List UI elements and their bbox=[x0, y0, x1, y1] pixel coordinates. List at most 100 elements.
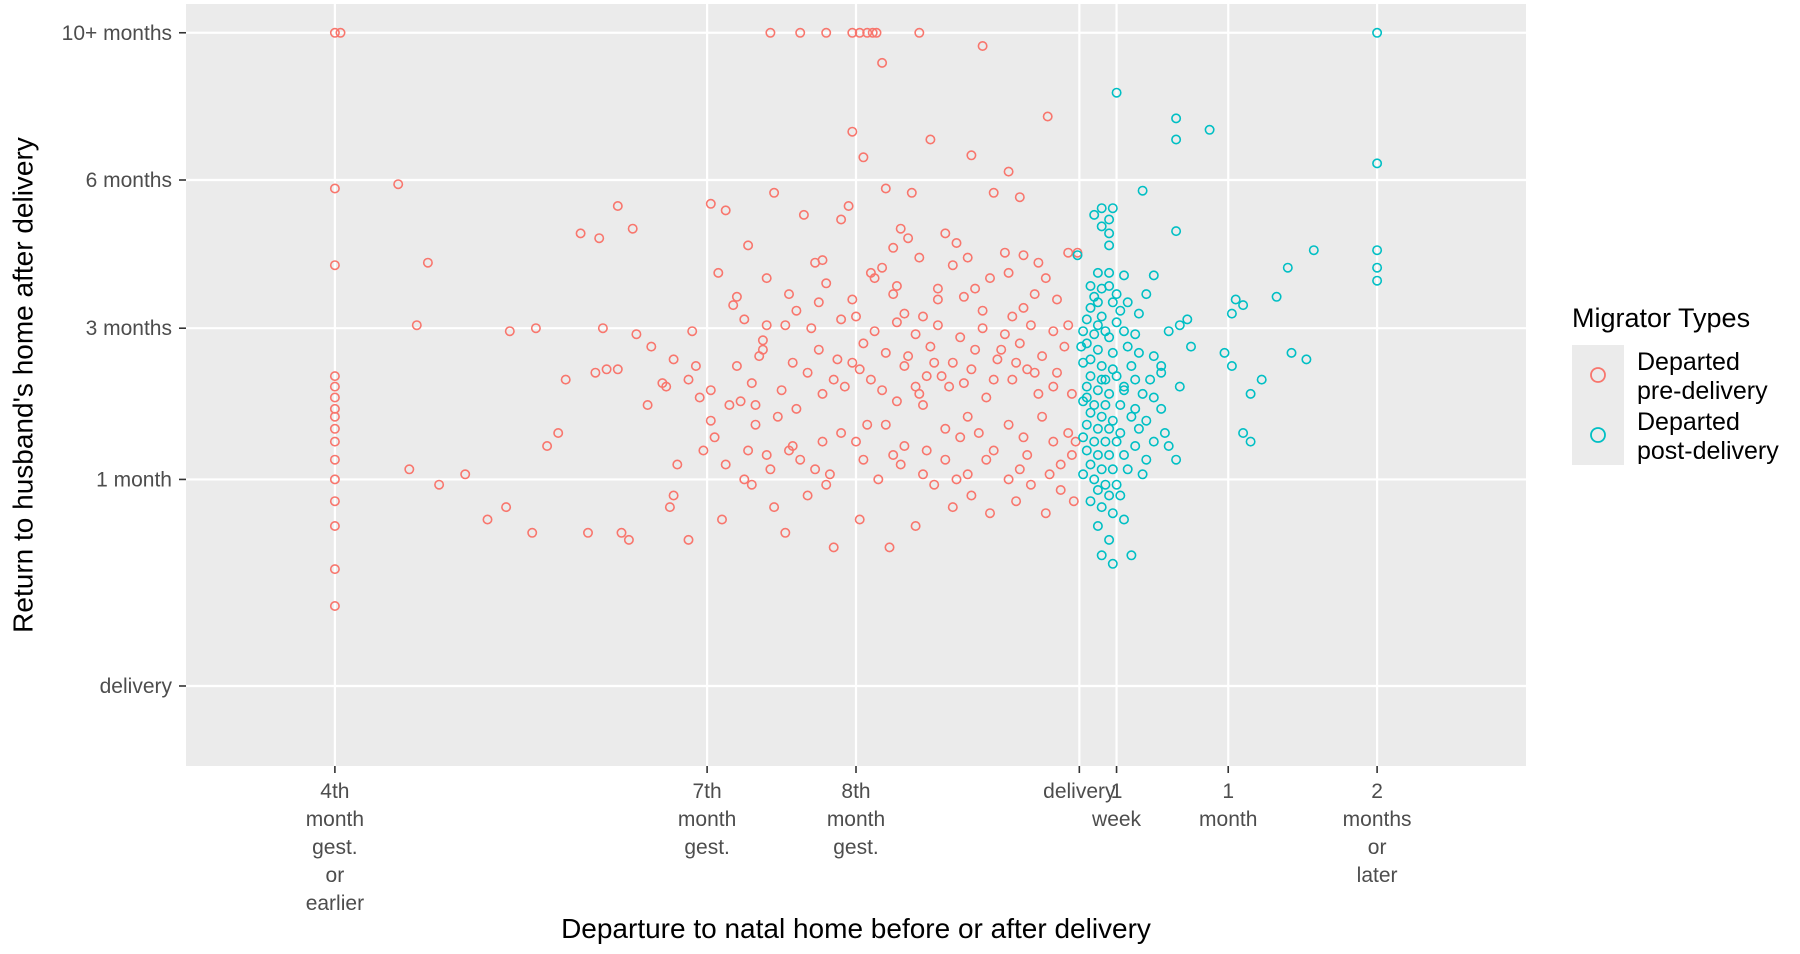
data-point-pre bbox=[1011, 357, 1022, 368]
data-point-pre bbox=[623, 534, 634, 545]
data-point-pre bbox=[683, 374, 694, 385]
data-point-pre bbox=[899, 360, 910, 371]
data-point-pre bbox=[553, 427, 564, 438]
data-point-pre bbox=[783, 445, 794, 456]
data-point-pre bbox=[817, 255, 828, 266]
data-point-pre bbox=[981, 454, 992, 465]
data-point-pre bbox=[720, 459, 731, 470]
data-point-pre bbox=[992, 354, 1003, 365]
x-tick-label-line: 8th bbox=[841, 780, 870, 803]
data-point-post bbox=[1104, 214, 1115, 225]
data-point-pre bbox=[858, 454, 869, 465]
data-point-pre bbox=[988, 445, 999, 456]
legend-label-pre: Departed pre-delivery bbox=[1637, 348, 1768, 405]
data-point-pre bbox=[810, 464, 821, 475]
data-point-pre bbox=[917, 311, 928, 322]
data-point-pre bbox=[728, 300, 739, 311]
data-point-pre bbox=[761, 320, 772, 331]
data-point-pre bbox=[1052, 367, 1063, 378]
data-point-pre bbox=[877, 385, 888, 396]
data-point-post bbox=[1092, 297, 1103, 308]
data-point-post bbox=[1159, 427, 1170, 438]
data-point-post bbox=[1092, 423, 1103, 434]
data-point-pre bbox=[921, 371, 932, 382]
data-point-post bbox=[1096, 550, 1107, 561]
data-point-post bbox=[1133, 347, 1144, 358]
data-point-post bbox=[1081, 338, 1092, 349]
data-point-post bbox=[1119, 270, 1130, 281]
data-point-post bbox=[1148, 392, 1159, 403]
data-point-pre bbox=[504, 326, 515, 337]
data-point-pre bbox=[631, 329, 642, 340]
data-point-post bbox=[1096, 360, 1107, 371]
data-point-post bbox=[1104, 267, 1115, 278]
data-point-post bbox=[1081, 445, 1092, 456]
data-point-post bbox=[1156, 367, 1167, 378]
data-point-pre bbox=[335, 27, 346, 38]
data-point-pre bbox=[1040, 273, 1051, 284]
data-point-pre bbox=[642, 399, 653, 410]
legend: Migrator Types Departed pre-deliveryDepar… bbox=[1572, 303, 1779, 465]
data-point-post bbox=[1111, 371, 1122, 382]
x-tick-label: delivery bbox=[1043, 780, 1116, 803]
data-point-pre bbox=[329, 371, 340, 382]
data-point-post bbox=[1107, 297, 1118, 308]
data-point-pre bbox=[806, 323, 817, 334]
data-point-post bbox=[1100, 399, 1111, 410]
data-point-post bbox=[1145, 374, 1156, 385]
data-point-pre bbox=[694, 392, 705, 403]
data-point-pre bbox=[854, 364, 865, 375]
data-point-pre bbox=[743, 445, 754, 456]
data-point-pre bbox=[542, 440, 553, 451]
data-point-post bbox=[1096, 464, 1107, 475]
data-point-post bbox=[1226, 308, 1237, 319]
data-point-post bbox=[1100, 374, 1111, 385]
data-point-post bbox=[1092, 344, 1103, 355]
data-point-pre bbox=[947, 357, 958, 368]
data-point-pre bbox=[776, 385, 787, 396]
data-point-post bbox=[1133, 423, 1144, 434]
data-point-pre bbox=[1044, 469, 1055, 480]
data-point-pre bbox=[847, 294, 858, 305]
data-point-post bbox=[1126, 411, 1137, 422]
data-point-post bbox=[1226, 360, 1237, 371]
x-tick-label-line: 2 bbox=[1371, 780, 1383, 803]
data-point-post bbox=[1119, 385, 1130, 396]
data-point-pre bbox=[329, 600, 340, 611]
data-point-pre bbox=[895, 223, 906, 234]
x-tick-label-line: later bbox=[1357, 864, 1398, 887]
y-tick-label: 10+ months bbox=[62, 22, 172, 45]
x-tick-label-line: earlier bbox=[306, 892, 364, 915]
data-point-pre bbox=[958, 291, 969, 302]
data-point-post bbox=[1096, 203, 1107, 214]
x-tick-label-line: or bbox=[1368, 836, 1387, 859]
data-point-pre bbox=[1003, 419, 1014, 430]
data-point-pre bbox=[832, 354, 843, 365]
data-point-post bbox=[1133, 308, 1144, 319]
data-point-pre bbox=[664, 502, 675, 513]
data-point-pre bbox=[839, 381, 850, 392]
data-point-pre bbox=[594, 233, 605, 244]
data-point-post bbox=[1085, 280, 1096, 291]
data-point-pre bbox=[873, 474, 884, 485]
data-point-pre bbox=[914, 252, 925, 263]
data-point-post bbox=[1130, 374, 1141, 385]
data-point-pre bbox=[1007, 374, 1018, 385]
data-point-pre bbox=[1040, 508, 1051, 519]
legend-label-line: post-delivery bbox=[1637, 437, 1779, 465]
data-point-post bbox=[1104, 449, 1115, 460]
data-point-pre bbox=[999, 247, 1010, 258]
data-point-pre bbox=[903, 351, 914, 362]
data-point-post bbox=[1096, 311, 1107, 322]
data-point-pre bbox=[769, 502, 780, 513]
data-point-pre bbox=[906, 187, 917, 198]
data-point-post bbox=[1308, 245, 1319, 256]
data-point-post bbox=[1372, 262, 1383, 273]
data-point-post bbox=[1130, 329, 1141, 340]
data-point-pre bbox=[910, 381, 921, 392]
data-point-pre bbox=[891, 396, 902, 407]
data-point-pre bbox=[862, 27, 873, 38]
data-point-pre bbox=[1048, 436, 1059, 447]
data-point-pre bbox=[627, 223, 638, 234]
data-point-pre bbox=[1033, 388, 1044, 399]
